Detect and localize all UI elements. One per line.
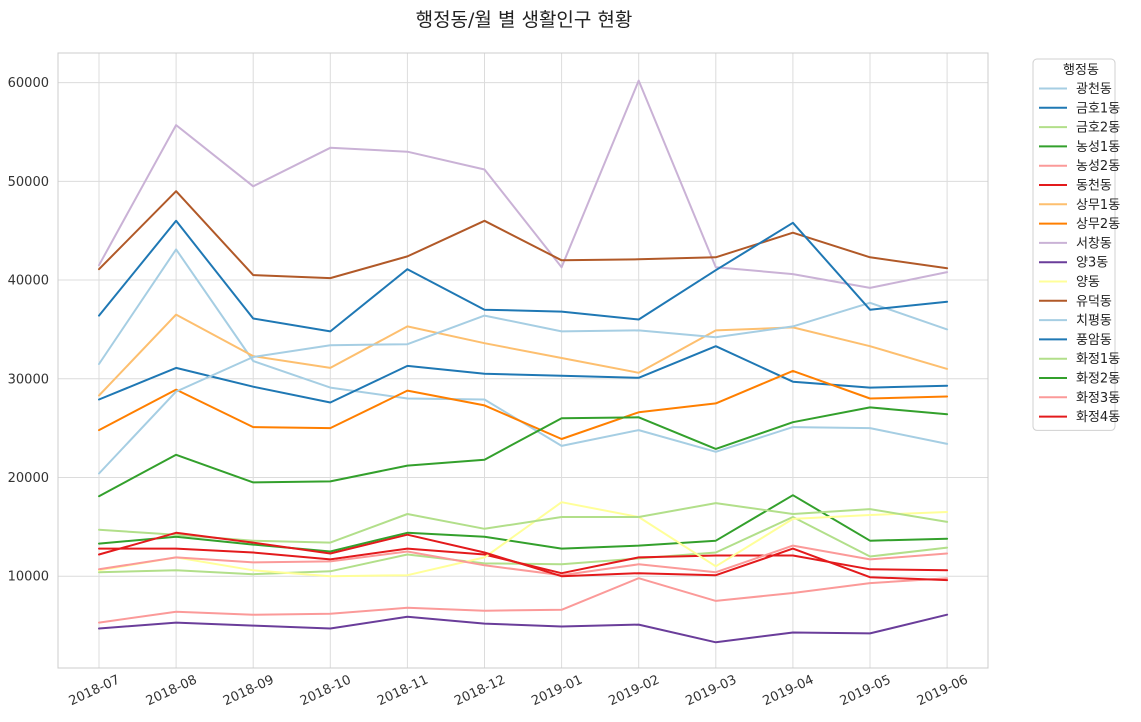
y-tick-label: 20000	[8, 471, 49, 486]
series-line	[98, 502, 949, 544]
legend-entry: 화정2동	[1076, 372, 1120, 387]
x-tick-label: 2019-05	[838, 673, 894, 710]
series-line	[98, 313, 949, 397]
legend-entry: 상무1동	[1076, 198, 1120, 213]
series-line	[98, 577, 949, 624]
x-tick-label: 2019-06	[915, 673, 971, 710]
legend-entry: 동천동	[1076, 179, 1112, 194]
y-tick-label: 30000	[8, 372, 49, 387]
y-tick-label: 10000	[8, 570, 49, 585]
legend-title: 행정동	[1063, 62, 1099, 78]
legend-entry: 농성2동	[1076, 159, 1120, 174]
series-line	[98, 501, 949, 578]
legend-entry: 금호2동	[1076, 121, 1120, 136]
series-line	[98, 544, 949, 577]
series-line	[98, 79, 949, 289]
legend-entry: 치평동	[1076, 314, 1112, 329]
series-line	[98, 613, 949, 644]
legend-entry: 금호1동	[1076, 101, 1120, 116]
x-tick-label: 2018-09	[221, 673, 277, 710]
legend-entry: 유덕동	[1076, 294, 1112, 309]
x-tick-label: 2018-07	[67, 673, 123, 710]
x-tick-label: 2018-10	[298, 673, 354, 710]
legend-entry: 화정4동	[1076, 410, 1120, 425]
legend-entry: 서창동	[1076, 236, 1112, 251]
x-tick-label: 2019-02	[606, 673, 662, 710]
series-line	[98, 494, 949, 553]
legend-entry: 양동	[1076, 275, 1100, 290]
series-line	[98, 406, 949, 498]
legend: 행정동광천동금호1동금호2동농성1동농성2동동천동상무1동상무2동서창동양3동양…	[1032, 58, 1120, 431]
y-tick-label: 50000	[8, 175, 49, 190]
y-tick-label: 60000	[8, 76, 49, 91]
x-tick-label: 2019-03	[684, 673, 740, 710]
series-line	[98, 301, 949, 475]
y-tick-label: 40000	[8, 274, 49, 289]
series-line	[98, 219, 949, 333]
legend-entry: 화정3동	[1076, 391, 1120, 406]
x-tick-label: 2018-11	[375, 673, 431, 710]
plot-area: 10000 20000 30000 40000 50000 60000 2018-07 201…	[8, 52, 989, 710]
series-line	[98, 369, 949, 440]
legend-entry: 양3동	[1076, 256, 1108, 271]
series-line	[98, 345, 949, 404]
legend-entry: 상무2동	[1076, 217, 1120, 232]
series-line	[98, 531, 949, 582]
legend-entry: 풍암동	[1076, 333, 1112, 348]
chart-title: 행정동/월 별 생활인구 현황	[416, 9, 633, 31]
x-tick-label: 2018-08	[144, 673, 200, 710]
legend-frame	[1032, 58, 1116, 431]
legend-entry: 농성1동	[1076, 140, 1120, 155]
legend-entry: 화정1동	[1076, 352, 1120, 367]
plot-border	[57, 52, 989, 669]
x-tick-label: 2019-01	[529, 673, 585, 710]
x-tick-label: 2019-04	[761, 673, 817, 710]
legend-entry: 광천동	[1076, 82, 1112, 97]
x-tick-label: 2018-12	[452, 673, 508, 710]
